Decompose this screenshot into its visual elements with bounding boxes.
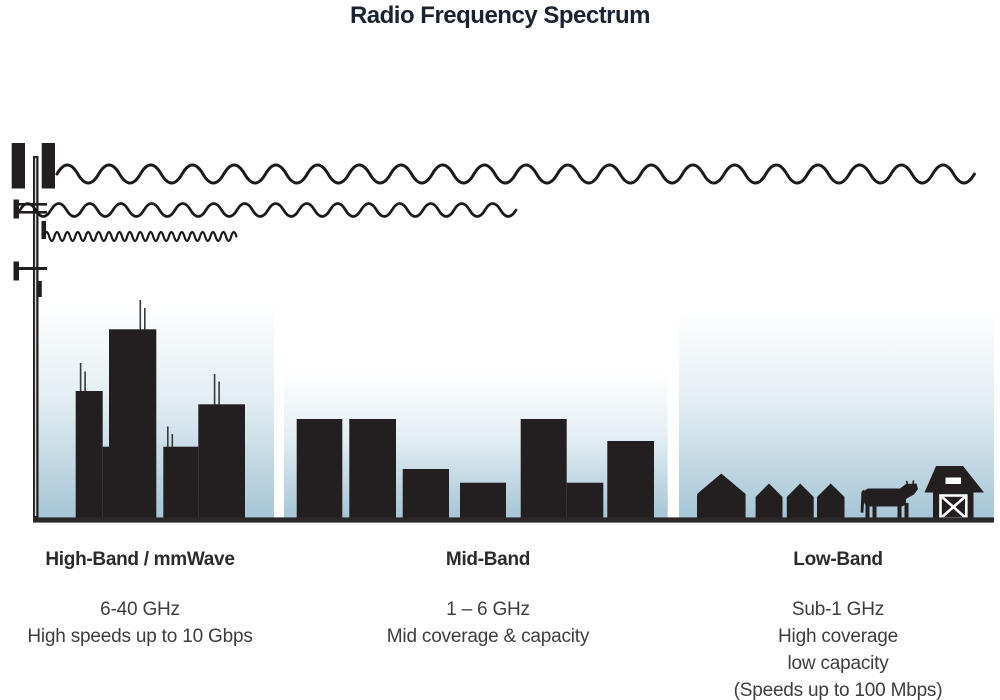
label-low-band: Low-Band Sub-1 GHz High coverage low cap…: [678, 550, 998, 700]
skyscrapers-icon: [75, 300, 245, 519]
rooftop-antennas: [79, 300, 220, 447]
page-title: Radio Frequency Spectrum: [349, 2, 651, 29]
mid-band-description: Mid coverage & capacity: [386, 626, 590, 647]
flat-buildings-icon: [296, 419, 654, 519]
cow-icon: [860, 480, 918, 520]
long-wave-icon: [55, 163, 976, 185]
label-high-band: High-Band / mmWave 6-40 GHz High speeds …: [0, 550, 300, 650]
mid-band-frequency: 1 – 6 GHz: [446, 599, 530, 620]
high-band-frequency: 6-40 GHz: [100, 599, 180, 620]
barn-vent: [945, 477, 961, 484]
high-band-description: High speeds up to 10 Gbps: [27, 626, 253, 647]
low-band-capacity: low capacity: [787, 653, 889, 674]
low-band-coverage: High coverage: [778, 626, 898, 647]
medium-wave-icon: [18, 202, 518, 218]
low-band-frequency: Sub-1 GHz: [791, 599, 885, 620]
mid-band-heading: Mid-Band: [445, 549, 531, 570]
tower-panel-right: [41, 143, 55, 189]
ground-line: [33, 517, 994, 523]
tower-panel-left: [11, 143, 25, 189]
low-band-speed: (Speeds up to 100 Mbps): [733, 680, 943, 700]
low-band-heading: Low-Band: [793, 549, 883, 570]
houses-icon: [697, 473, 845, 519]
label-mid-band: Mid-Band 1 – 6 GHz Mid coverage & capaci…: [328, 550, 648, 650]
high-band-heading: High-Band / mmWave: [45, 549, 235, 570]
barn-icon: [924, 466, 984, 520]
short-wave-icon: [42, 230, 238, 243]
